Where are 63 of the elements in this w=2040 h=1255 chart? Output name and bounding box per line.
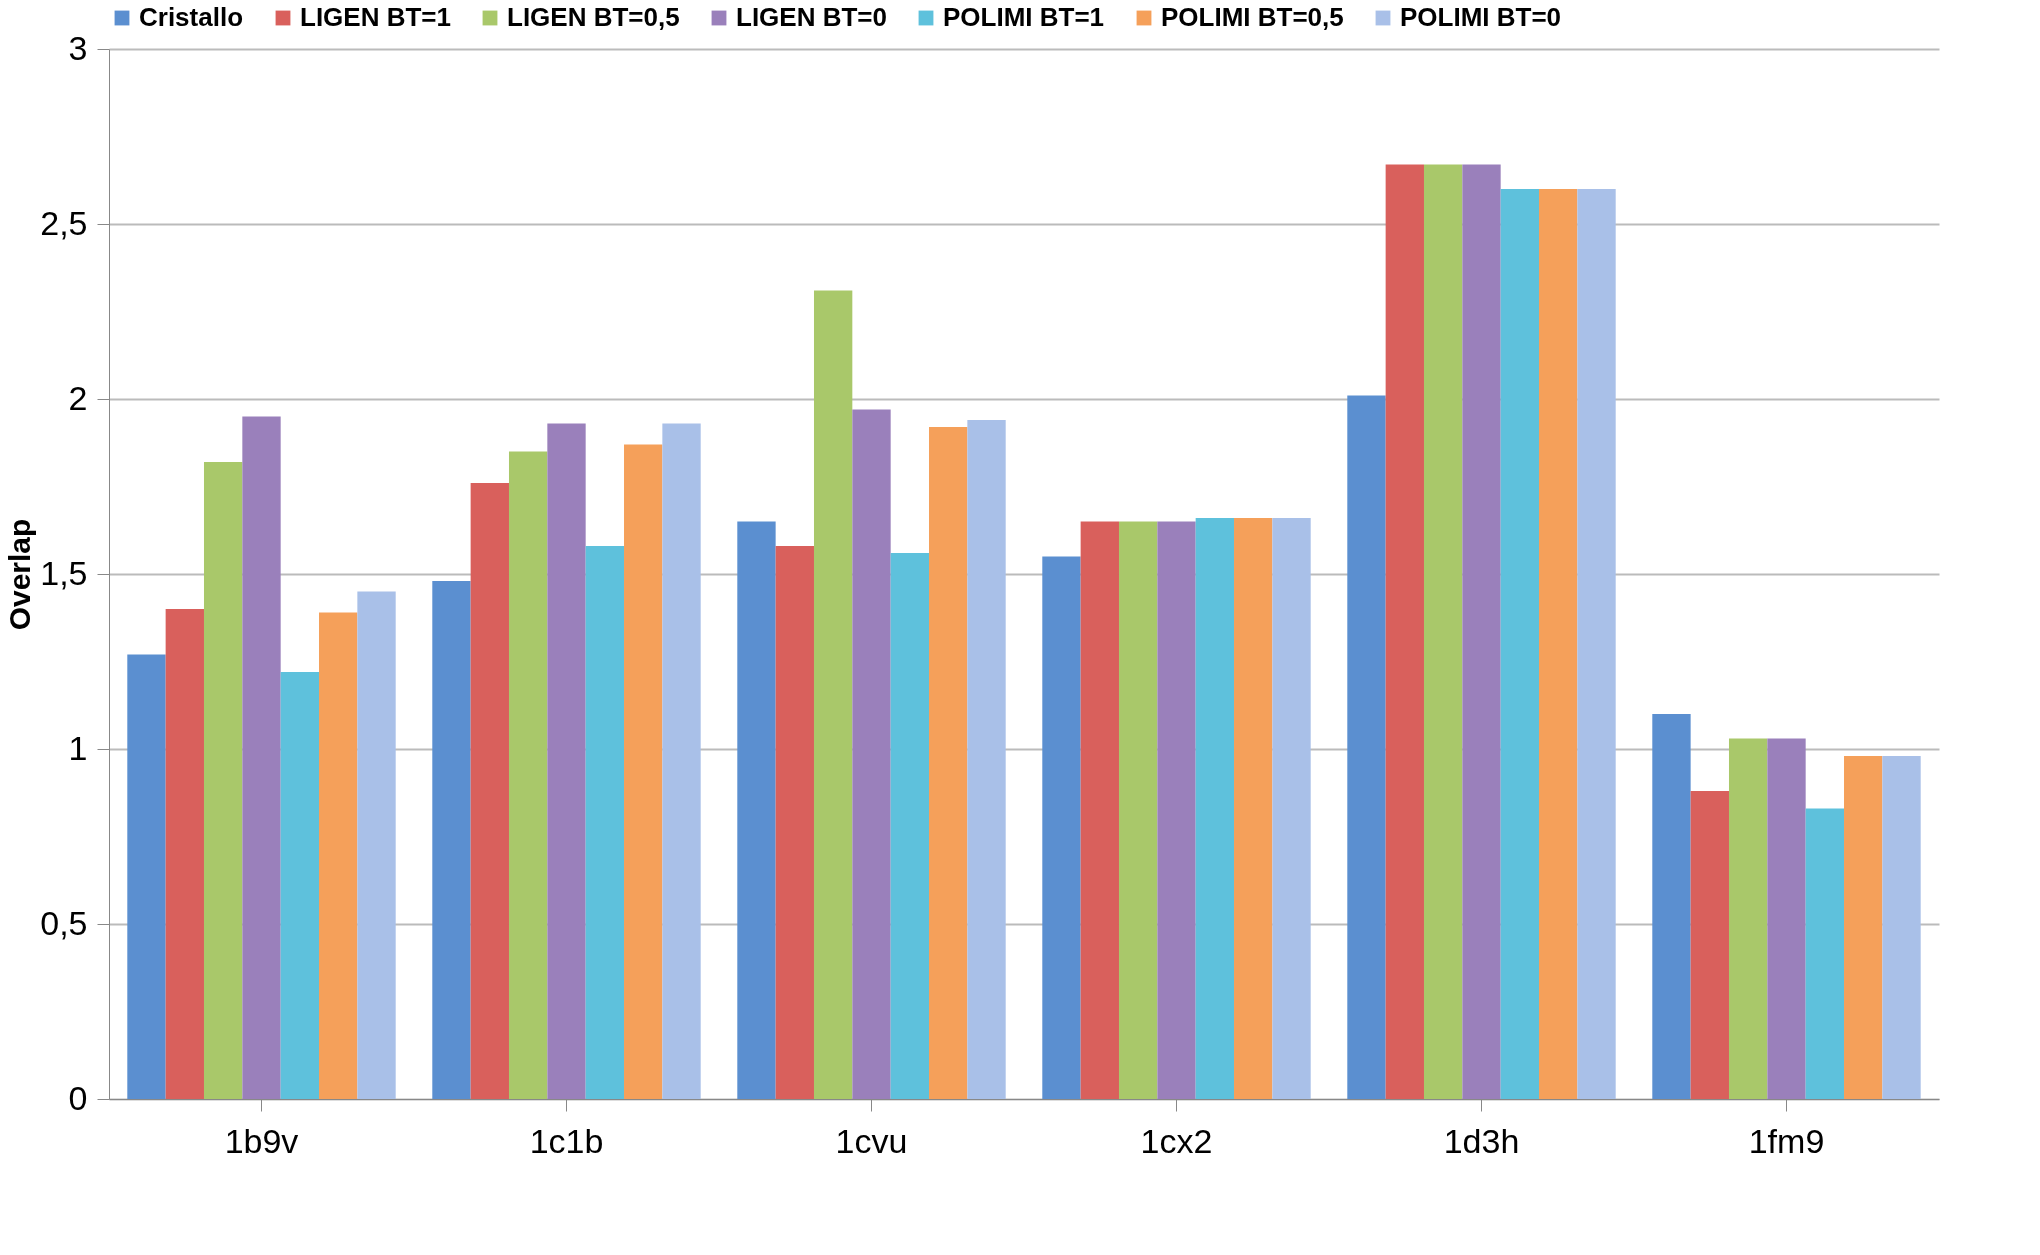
bar: [585, 546, 625, 1099]
bar: [890, 553, 930, 1099]
bar: [1423, 164, 1463, 1099]
bar: [737, 521, 776, 1099]
bar: [1539, 189, 1578, 1099]
y-tick-label: 1: [68, 728, 88, 767]
bar: [319, 612, 358, 1099]
bar: [470, 483, 509, 1099]
legend-label: POLIMI BT=1: [943, 2, 1105, 32]
legend-label: Cristallo: [139, 2, 244, 32]
bar: [1042, 556, 1081, 1099]
x-tick-label: 1fm9: [1748, 1121, 1825, 1160]
bar: [1347, 395, 1386, 1099]
bar: [929, 427, 968, 1099]
bar: [813, 290, 853, 1099]
bar: [1690, 791, 1729, 1099]
bar: [967, 420, 1006, 1099]
x-tick-label: 1c1b: [529, 1121, 604, 1160]
bar: [432, 581, 471, 1099]
y-tick-label: 1,5: [40, 553, 88, 592]
bar: [508, 451, 548, 1099]
y-tick-label: 0,5: [40, 903, 88, 942]
y-tick-label: 2,5: [40, 203, 88, 242]
bar: [1767, 738, 1806, 1099]
legend-label: POLIMI BT=0,5: [1161, 2, 1344, 32]
bar: [280, 672, 320, 1099]
bar: [1652, 714, 1691, 1099]
y-tick-label: 0: [68, 1078, 88, 1117]
bar: [1385, 164, 1424, 1099]
bar: [242, 416, 281, 1099]
y-axis-title: Overlap: [3, 518, 37, 631]
x-tick-label: 1cvu: [835, 1121, 908, 1160]
bar: [1080, 521, 1119, 1099]
x-tick-label: 1b9v: [224, 1121, 299, 1160]
bar: [1272, 518, 1311, 1099]
bar: [1118, 521, 1158, 1099]
bar: [662, 423, 701, 1099]
x-tick-label: 1d3h: [1443, 1121, 1520, 1160]
bar: [1234, 518, 1273, 1099]
bar: [1805, 808, 1845, 1099]
bar: [1500, 189, 1540, 1099]
bar: [1728, 738, 1768, 1099]
bar: [852, 409, 891, 1099]
bar: [357, 591, 396, 1099]
y-tick-label: 3: [68, 28, 88, 67]
bar: [1157, 521, 1196, 1099]
x-tick-label: 1cx2: [1140, 1121, 1213, 1160]
legend-label: POLIMI BT=0: [1400, 2, 1562, 32]
bar: [203, 462, 243, 1099]
bar: [1844, 756, 1883, 1099]
bar: [547, 423, 586, 1099]
bar: [1195, 518, 1235, 1099]
legend-label: LIGEN BT=1: [300, 2, 451, 32]
legend-label: LIGEN BT=0,5: [507, 2, 680, 32]
bar: [1577, 189, 1616, 1099]
bar: [775, 546, 814, 1099]
bar: [127, 654, 166, 1099]
bar: [1462, 164, 1501, 1099]
bar: [165, 609, 204, 1099]
bar: [1882, 756, 1921, 1099]
y-tick-label: 2: [68, 378, 88, 417]
legend-label: LIGEN BT=0: [736, 2, 887, 32]
bar: [624, 444, 663, 1099]
